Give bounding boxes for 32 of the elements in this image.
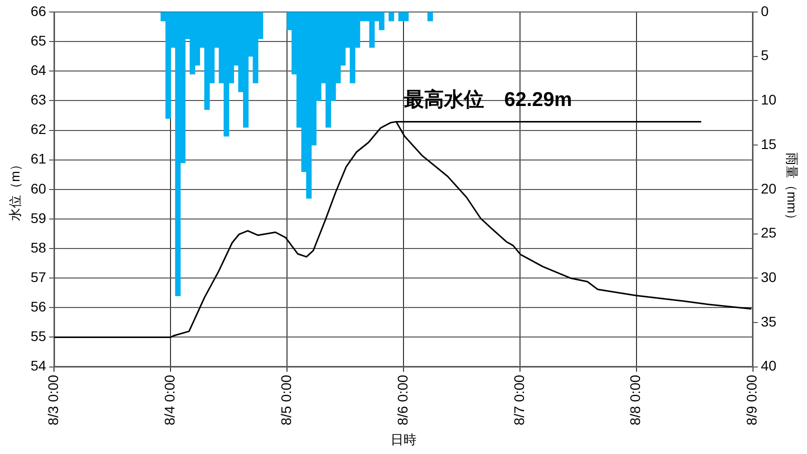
y-tick-label: 54 (30, 358, 46, 374)
x-tick-label: 8/6 0:00 (394, 374, 410, 426)
y-tick-label: 57 (30, 268, 46, 285)
y-tick-label: 55 (30, 328, 46, 344)
y-tick-label: 58 (30, 239, 46, 256)
y-tick-label: 59 (30, 210, 46, 226)
y2-tick-label: 30 (760, 268, 777, 285)
x-tick-label: 8/3 0:00 (45, 374, 62, 426)
y2-tick-label: 35 (760, 313, 777, 330)
x-axis-title: 日時 (390, 432, 416, 447)
y2-tick-label: 5 (760, 47, 769, 64)
y2-tick-label: 0 (760, 2, 769, 19)
x-tick-label: 8/4 0:00 (161, 374, 178, 426)
y2-tick-label: 15 (760, 136, 777, 152)
y-tick-label: 66 (30, 2, 46, 19)
y2-tick-label: 20 (760, 180, 777, 196)
x-tick-label: 8/9 0:00 (744, 374, 760, 426)
y2-axis-title: 雨量（mm） (784, 152, 800, 226)
y-tick-label: 63 (30, 92, 46, 108)
y2-tick-label: 40 (760, 358, 777, 374)
y-axis-title: 水位（m） (7, 158, 22, 221)
x-tick-label: 8/5 0:00 (278, 374, 294, 426)
y-tick-label: 64 (30, 62, 46, 78)
y2-tick-label: 10 (760, 92, 777, 108)
y-tick-label: 60 (30, 180, 46, 196)
y-tick-label: 56 (30, 298, 46, 315)
x-tick-label: 8/8 0:00 (627, 374, 644, 426)
y-tick-label: 61 (30, 150, 46, 167)
y-tick-label: 65 (30, 32, 46, 48)
x-tick-label: 8/7 0:00 (510, 374, 527, 426)
y2-tick-label: 25 (760, 224, 777, 241)
y-tick-label: 62 (30, 121, 46, 138)
